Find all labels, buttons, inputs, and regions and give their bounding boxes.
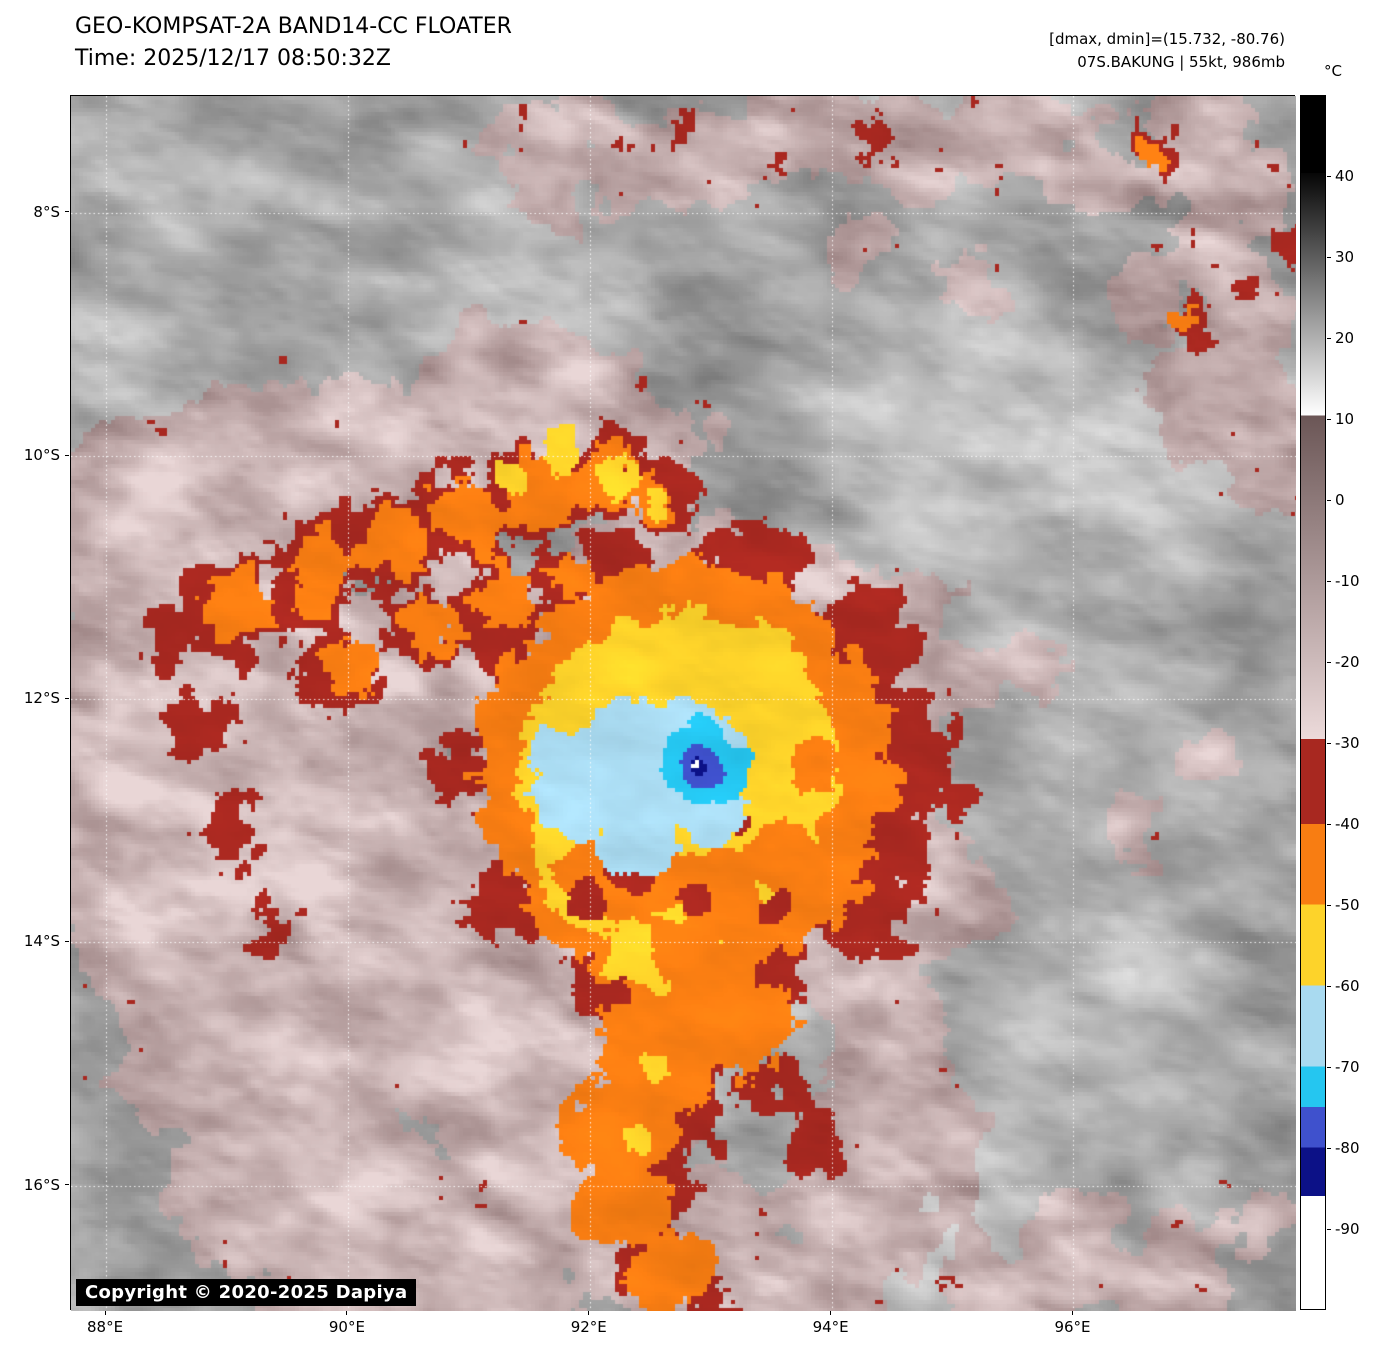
lon-tick-label: 88°E [87, 1318, 124, 1336]
colorbar-tickmark [1327, 175, 1331, 177]
colorbar-tickmark [1327, 499, 1331, 501]
copyright-badge: Copyright © 2020-2025 Dapiya [76, 1279, 417, 1306]
lon-tickmark [346, 1311, 348, 1315]
colorbar-tickmark [1327, 1228, 1331, 1230]
colorbar-tick-label: -90 [1335, 1220, 1360, 1238]
satellite-imagery-canvas [71, 96, 1296, 1311]
colorbar-tick-label: -70 [1335, 1058, 1360, 1076]
lat-tick-label: 14°S [23, 932, 60, 951]
colorbar-tickmark [1327, 1066, 1331, 1068]
colorbar-tickmark [1327, 823, 1331, 825]
lat-tick-label: 12°S [23, 689, 60, 708]
lat-tickmark [65, 697, 69, 699]
storm-info: 07S.BAKUNG | 55kt, 986mb [1077, 53, 1285, 71]
colorbar-gradient [1301, 96, 1325, 1309]
colorbar-tick-label: -20 [1335, 653, 1360, 671]
figure-time: Time: 2025/12/17 08:50:32Z [75, 46, 391, 71]
figure-title: GEO-KOMPSAT-2A BAND14-CC FLOATER [75, 14, 512, 39]
lat-tickmark [65, 940, 69, 942]
colorbar-tick-label: 40 [1335, 167, 1355, 185]
colorbar-tickmark [1327, 1147, 1331, 1149]
lon-tickmark [104, 1311, 106, 1315]
lat-tick-label: 16°S [23, 1175, 60, 1194]
colorbar-tickmark [1327, 418, 1331, 420]
lon-tick-label: 92°E [570, 1318, 607, 1336]
map-panel: Copyright © 2020-2025 Dapiya [70, 95, 1296, 1311]
colorbar-tick-label: -40 [1335, 815, 1360, 833]
colorbar-tickmark [1327, 985, 1331, 987]
colorbar-tick-label: -30 [1335, 734, 1360, 752]
colorbar-tickmark [1327, 742, 1331, 744]
lon-tickmark [1071, 1311, 1073, 1315]
lat-tick-label: 10°S [23, 446, 60, 464]
colorbar [1300, 95, 1326, 1310]
lon-tick-label: 94°E [812, 1318, 849, 1336]
colorbar-tickmark [1327, 337, 1331, 339]
lon-tickmark [588, 1311, 590, 1315]
colorbar-tick-label: -60 [1335, 977, 1360, 995]
lon-tickmark [830, 1311, 832, 1315]
colorbar-tick-label: 10 [1335, 410, 1355, 428]
lat-tickmark [65, 1184, 69, 1186]
lon-tick-label: 96°E [1054, 1318, 1091, 1336]
lat-tick-label: 8°S [33, 202, 60, 221]
lat-tickmark [65, 454, 69, 456]
colorbar-tick-label: -80 [1335, 1139, 1360, 1157]
colorbar-tickmark [1327, 256, 1331, 258]
colorbar-tickmark [1327, 661, 1331, 663]
colorbar-tickmark [1327, 580, 1331, 582]
colorbar-tickmark [1327, 904, 1331, 906]
colorbar-tick-label: 30 [1335, 248, 1355, 266]
colorbar-tick-label: 20 [1335, 329, 1355, 347]
lat-tickmark [65, 211, 69, 213]
info-block: [dmax, dmin]=(15.732, -80.76) 07S.BAKUNG… [1049, 28, 1285, 74]
lon-tick-label: 90°E [328, 1318, 365, 1336]
colorbar-tick-label: -10 [1335, 572, 1360, 590]
colorbar-tick-label: 0 [1335, 491, 1345, 509]
colorbar-tick-label: -50 [1335, 896, 1360, 914]
dmax-dmin-info: [dmax, dmin]=(15.732, -80.76) [1049, 30, 1285, 48]
colorbar-unit-label: °C [1324, 62, 1342, 80]
